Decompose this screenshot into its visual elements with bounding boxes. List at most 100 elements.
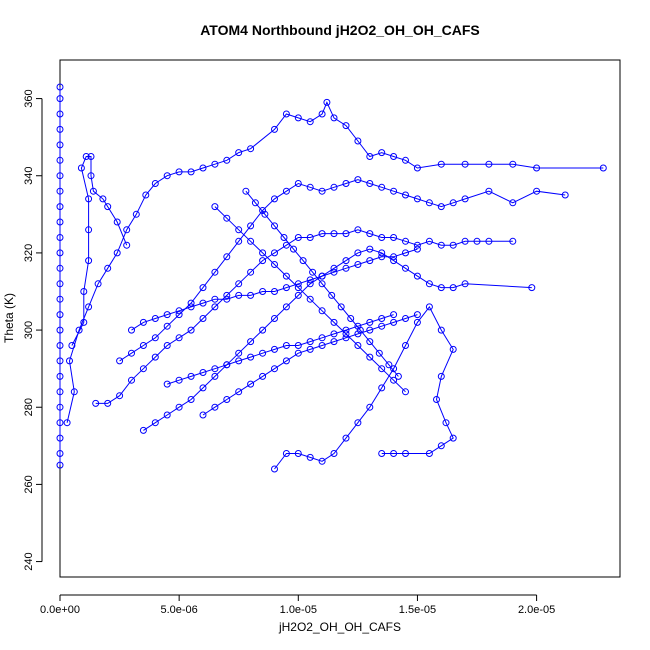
data-point [56, 83, 64, 91]
data-point [199, 315, 207, 322]
data-point [113, 218, 121, 226]
series-6 [116, 176, 569, 365]
x-axis-label: jH2O2_OH_OH_CAFS [278, 620, 401, 634]
data-point [354, 249, 362, 257]
x-tick-label: 1.0e-05 [280, 604, 317, 616]
data-point [354, 176, 362, 184]
data-point [378, 249, 386, 257]
data-point [413, 318, 421, 326]
data-point [235, 291, 243, 299]
data-point [151, 315, 159, 322]
data-point [294, 284, 302, 292]
data-point [378, 322, 386, 330]
data-point [342, 334, 350, 342]
data-point [199, 299, 207, 307]
data-point [294, 234, 302, 241]
series-line [274, 305, 454, 470]
data-point [56, 203, 64, 211]
data-point [92, 399, 100, 407]
x-tick-label: 5.0e-06 [160, 604, 197, 616]
data-point [104, 399, 112, 407]
data-point [402, 388, 409, 396]
data-point [485, 187, 493, 195]
data-point [139, 318, 147, 326]
data-point [306, 276, 314, 284]
data-point [425, 237, 433, 245]
data-point [128, 326, 135, 334]
data-point [56, 280, 64, 288]
data-point [342, 264, 350, 272]
series-line [202, 314, 418, 416]
data-point [385, 361, 393, 369]
data-point [247, 338, 255, 346]
data-point [509, 237, 517, 245]
data-point [56, 110, 64, 118]
data-point [366, 245, 374, 253]
data-point [89, 187, 97, 195]
data-point [330, 114, 338, 122]
x-tick-label: 2.0e-05 [518, 604, 555, 616]
data-point [70, 388, 78, 396]
data-point [187, 303, 195, 311]
data-point [306, 118, 314, 126]
series-line [167, 314, 394, 385]
y-axis-label: Theta (K) [2, 293, 16, 343]
data-point [211, 268, 219, 276]
data-point [402, 315, 409, 322]
data-point [366, 338, 374, 346]
data-point [56, 311, 64, 319]
data-point [271, 465, 278, 473]
data-point [390, 311, 398, 319]
data-point [271, 315, 278, 322]
data-point [342, 257, 350, 265]
data-point [390, 153, 398, 160]
data-point [294, 291, 302, 299]
data-point [56, 461, 64, 469]
data-point [306, 295, 314, 303]
chart-title: ATOM4 Northbound jH2O2_OH_OH_CAFS [200, 22, 480, 38]
data-point [211, 372, 219, 380]
data-point [366, 326, 374, 334]
data-point [330, 338, 338, 346]
series-layer [56, 83, 607, 473]
data-point [223, 295, 231, 303]
data-point [271, 195, 278, 203]
data-point [366, 180, 374, 187]
data-point [323, 98, 331, 106]
data-point [211, 403, 219, 411]
x-axis: 0.0e+00 5.0e-06 1.0e-05 1.5e-05 2.0e-05 [40, 594, 555, 616]
data-point [461, 237, 469, 245]
data-point [390, 450, 398, 457]
data-point [356, 326, 364, 334]
series-2 [68, 153, 131, 349]
data-point [261, 210, 269, 218]
data-point [402, 191, 409, 199]
data-point [437, 241, 445, 249]
data-point [528, 284, 536, 292]
data-point [378, 315, 386, 322]
data-point [318, 307, 326, 315]
data-point [85, 195, 93, 203]
data-point [330, 264, 338, 272]
data-point [259, 288, 267, 295]
data-point [299, 257, 307, 265]
data-point [259, 326, 267, 334]
data-point [402, 156, 409, 164]
x-tick-label: 0.0e+00 [40, 604, 80, 616]
data-point [282, 450, 290, 457]
series-line [143, 248, 532, 431]
data-point [251, 199, 259, 207]
data-point [599, 164, 607, 172]
data-point [132, 210, 140, 218]
data-point [282, 284, 290, 292]
data-point [366, 403, 374, 411]
data-point [85, 257, 93, 265]
data-point [433, 396, 440, 403]
data-point [342, 326, 350, 334]
data-point [366, 257, 374, 265]
data-point [449, 284, 457, 292]
data-point [294, 450, 302, 457]
series-11 [242, 187, 402, 380]
data-point [94, 280, 102, 288]
data-point [223, 253, 231, 261]
